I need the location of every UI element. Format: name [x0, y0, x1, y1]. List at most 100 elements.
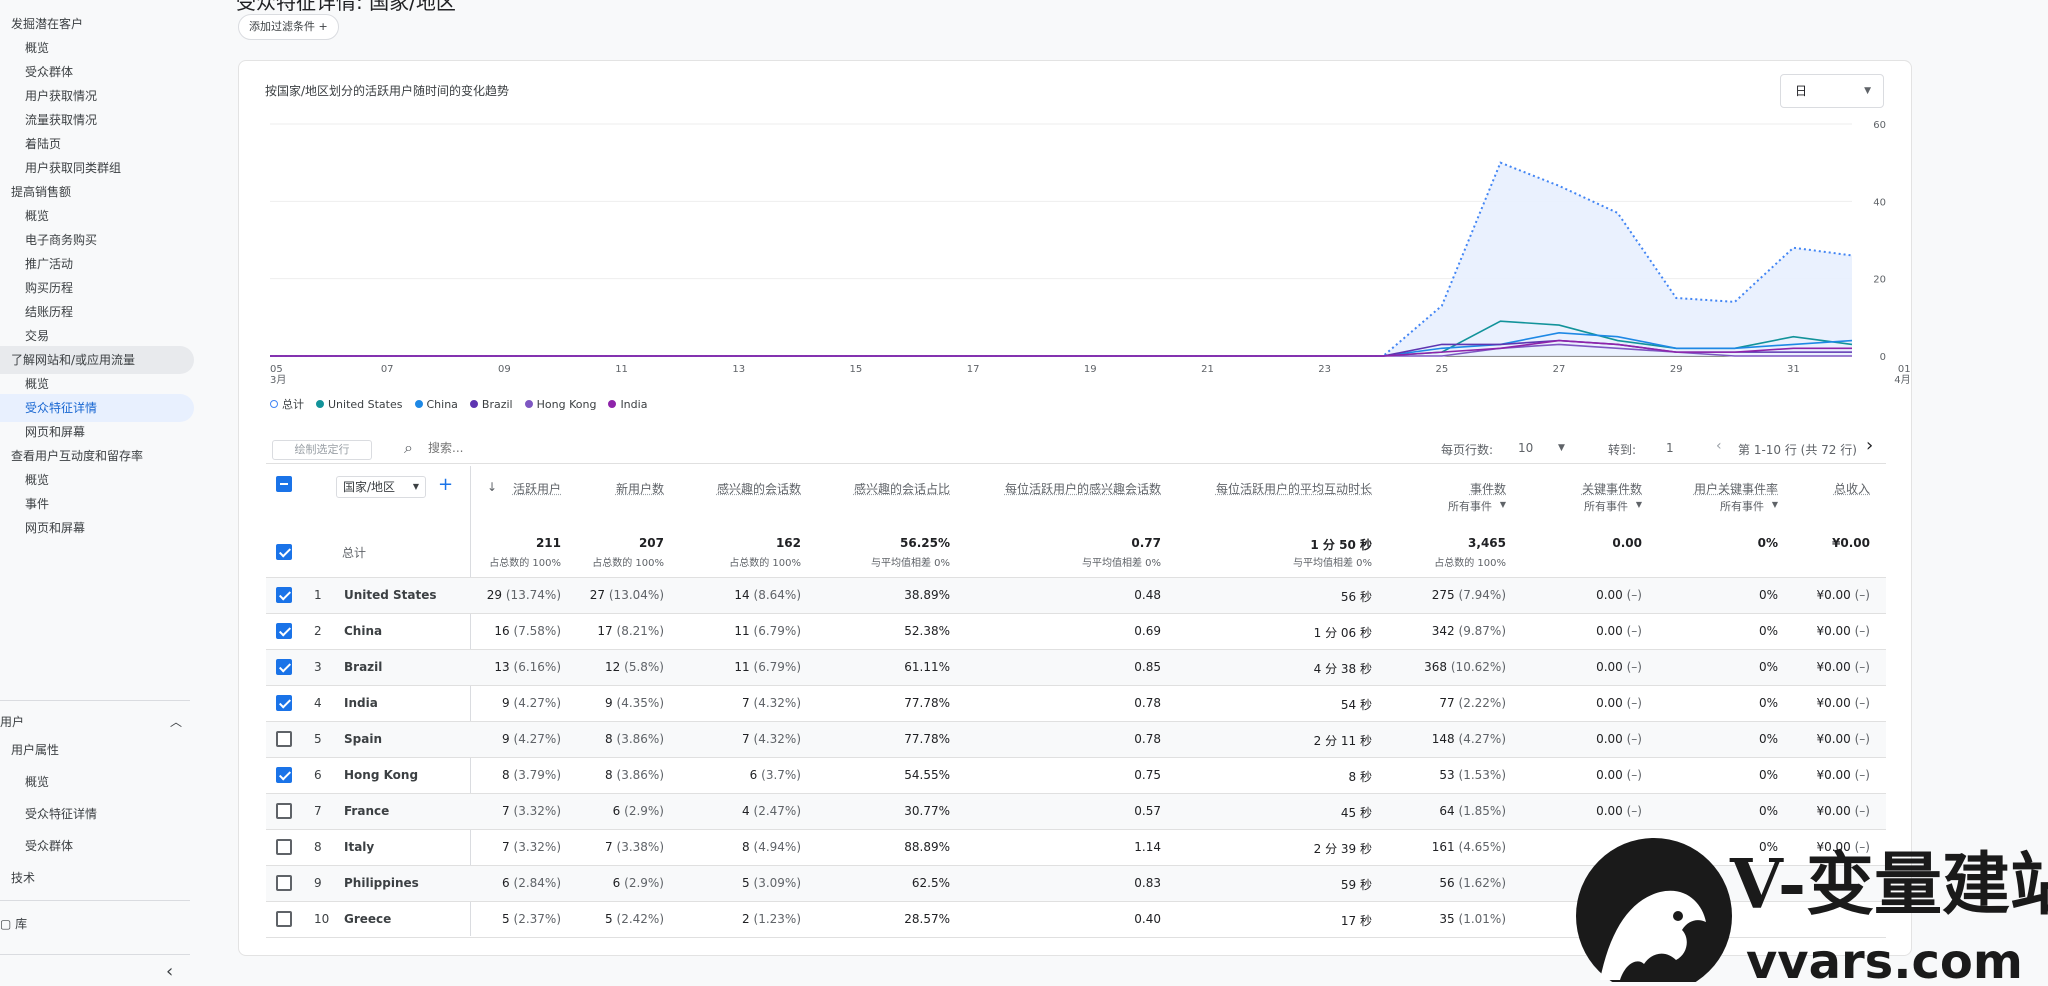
legend-item[interactable]: Brazil	[470, 396, 513, 412]
row-country: India	[344, 696, 378, 710]
row-checkbox[interactable]	[276, 695, 292, 711]
row-cell: 11 (6.79%)	[734, 660, 801, 674]
cell-percent: (4.32%)	[754, 732, 801, 746]
cell-value: 27	[590, 588, 605, 602]
goto-input[interactable]: 1	[1666, 441, 1674, 455]
row-checkbox[interactable]	[276, 731, 292, 747]
table-row[interactable]: 4 India 9 (4.27%) 9 (4.35%) 7 (4.32%) 77.78% 0…	[266, 686, 1886, 722]
caret-down-icon[interactable]: ▼	[1500, 500, 1506, 509]
total-subtext: 与平均值相差 0%	[1293, 554, 1372, 569]
cell-value: 8	[605, 732, 613, 746]
legend-label: India	[620, 398, 647, 411]
legend-item[interactable]: United States	[316, 396, 403, 412]
row-cell: 45 秒	[1341, 804, 1372, 821]
column-header[interactable]: 感兴趣的会话占比	[854, 480, 950, 497]
row-cell: 368 (10.62%)	[1424, 660, 1506, 674]
rows-per-page-select[interactable]: 10	[1518, 441, 1533, 455]
row-index: 1	[314, 588, 322, 602]
search-input[interactable]	[428, 438, 628, 458]
table-row[interactable]: 6 Hong Kong 8 (3.79%) 8 (3.86%) 6 (3.7%) 54.5…	[266, 758, 1886, 794]
column-header[interactable]: 每位活跃用户的平均互动时长	[1216, 480, 1372, 497]
cell-percent: (2.9%)	[624, 804, 664, 818]
column-subheader[interactable]: 所有事件	[1720, 498, 1764, 514]
column-header[interactable]: 用户关键事件率	[1694, 480, 1778, 497]
column-header[interactable]: 活跃用户	[513, 480, 561, 497]
row-cell: 161 (4.65%)	[1432, 840, 1506, 854]
row-checkbox[interactable]	[276, 875, 292, 891]
select-all-checkbox[interactable]	[276, 476, 292, 492]
row-cell: ¥0.00 (–)	[1816, 660, 1870, 674]
column-subheader[interactable]: 所有事件	[1448, 498, 1492, 514]
cell-value: 13	[494, 660, 509, 674]
cell-value: 77.78%	[904, 696, 950, 710]
row-checkbox[interactable]	[276, 623, 292, 639]
dimension-select[interactable]: 国家/地区 ▼	[336, 476, 426, 498]
legend-label: China	[427, 398, 458, 411]
column-subheader[interactable]: 所有事件	[1584, 498, 1628, 514]
x-tick-label: 29	[1670, 364, 1683, 375]
plot-rows-button[interactable]: 绘制选定行	[272, 440, 372, 460]
row-cell: ¥0.00 (–)	[1816, 696, 1870, 710]
cell-value: 7	[742, 696, 750, 710]
column-header[interactable]: 新用户数	[616, 480, 664, 497]
row-cell: 61.11%	[904, 660, 950, 674]
column-header[interactable]: 感兴趣的会话数	[717, 480, 801, 497]
table-row[interactable]: 5 Spain 9 (4.27%) 8 (3.86%) 7 (4.32%) 77.78% 0…	[266, 722, 1886, 758]
row-checkbox[interactable]	[276, 803, 292, 819]
cell-value: 0%	[1759, 624, 1778, 638]
prev-page-icon[interactable]: ‹	[1716, 438, 1722, 454]
watermark-brand: V-变量建站	[1729, 845, 2048, 925]
row-checkbox[interactable]	[276, 767, 292, 783]
legend-item[interactable]: Hong Kong	[525, 396, 597, 412]
row-cell: 30.77%	[904, 804, 950, 818]
total-subtext: 占总数的 100%	[489, 554, 561, 569]
cell-percent: (6.79%)	[754, 624, 801, 638]
row-checkbox[interactable]	[276, 587, 292, 603]
caret-down-icon[interactable]: ▼	[1636, 500, 1642, 509]
cell-value: 12	[605, 660, 620, 674]
column-header[interactable]: 每位活跃用户的感兴趣会话数	[1005, 480, 1161, 497]
legend-item[interactable]: 总计	[270, 396, 304, 412]
cell-percent: (3.38%)	[617, 840, 664, 854]
cell-percent: (–)	[1855, 732, 1870, 746]
row-checkbox[interactable]	[276, 659, 292, 675]
cell-value: 8	[502, 768, 510, 782]
row-cell: 53 (1.53%)	[1439, 768, 1506, 782]
row-cell: 8 (3.86%)	[605, 768, 664, 782]
row-checkbox[interactable]	[276, 839, 292, 855]
add-dimension-icon[interactable]: +	[438, 474, 453, 495]
cell-value: 0%	[1759, 804, 1778, 818]
column-header[interactable]: 总收入	[1834, 480, 1870, 497]
cell-value: 14	[734, 588, 749, 602]
legend-dot-icon	[316, 400, 324, 408]
row-country: Italy	[344, 840, 374, 854]
cell-percent: (–)	[1627, 768, 1642, 782]
cell-value: 54.55%	[904, 768, 950, 782]
cell-value: 0.69	[1134, 624, 1161, 638]
table-row[interactable]: 1 United States 29 (13.74%) 27 (13.04%) 14 (…	[266, 578, 1886, 614]
cell-value: 2 分 39 秒	[1314, 842, 1372, 856]
total-value: ¥0.00	[1832, 536, 1870, 550]
chart-legend: 总计 United States China Brazil Hong Kong India	[270, 396, 647, 412]
cell-percent: (4.32%)	[754, 696, 801, 710]
legend-item[interactable]: China	[415, 396, 458, 412]
cell-percent: (–)	[1627, 732, 1642, 746]
column-header[interactable]: 关键事件数	[1582, 480, 1642, 497]
table-row[interactable]: 7 France 7 (3.32%) 6 (2.9%) 4 (2.47%) 30.77% 0…	[266, 794, 1886, 830]
legend-item[interactable]: India	[608, 396, 647, 412]
total-value: 3,465	[1468, 536, 1506, 550]
total-checkbox[interactable]	[276, 544, 292, 560]
cell-percent: (2.42%)	[617, 912, 664, 926]
row-cell: 1 分 06 秒	[1314, 624, 1372, 641]
table-row[interactable]: 3 Brazil 13 (6.16%) 12 (5.8%) 11 (6.79%) 61.1…	[266, 650, 1886, 686]
table-row[interactable]: 2 China 16 (7.58%) 17 (8.21%) 11 (6.79%) 52.3…	[266, 614, 1886, 650]
cell-percent: (4.35%)	[617, 696, 664, 710]
cell-value: 52.38%	[904, 624, 950, 638]
caret-down-icon[interactable]: ▼	[1772, 500, 1778, 509]
next-page-icon[interactable]: ›	[1866, 435, 1873, 456]
row-index: 4	[314, 696, 322, 710]
caret-down-icon[interactable]: ▼	[1558, 443, 1565, 453]
column-header[interactable]: 事件数	[1470, 480, 1506, 497]
sort-desc-icon[interactable]: ↓	[487, 480, 497, 494]
row-checkbox[interactable]	[276, 911, 292, 927]
